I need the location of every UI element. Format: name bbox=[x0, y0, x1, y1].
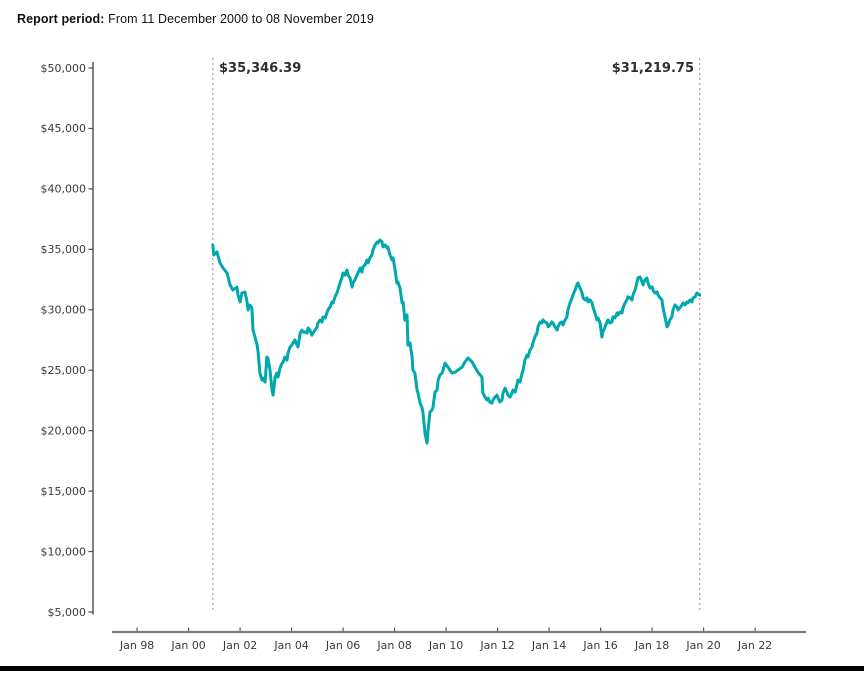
report-period-value: From 11 December 2000 to 08 November 201… bbox=[104, 12, 374, 26]
end-value-annotation: $31,219.75 bbox=[611, 61, 694, 76]
x-axis-label: Jan 02 bbox=[222, 639, 257, 652]
start-value-annotation: $35,346.39 bbox=[219, 61, 302, 76]
x-axis-label: Jan 20 bbox=[685, 639, 720, 652]
x-axis-label: Jan 98 bbox=[119, 639, 154, 652]
y-axis-label: $40,000 bbox=[41, 183, 87, 196]
y-axis-label: $30,000 bbox=[41, 304, 87, 317]
x-axis-label: Jan 14 bbox=[531, 639, 566, 652]
y-axis-label: $15,000 bbox=[41, 485, 87, 498]
x-axis-label: Jan 06 bbox=[325, 639, 360, 652]
y-axis-label: $25,000 bbox=[41, 364, 87, 377]
y-axis-label: $10,000 bbox=[41, 545, 87, 558]
y-axis-label: $50,000 bbox=[41, 62, 87, 75]
y-axis-label: $5,000 bbox=[48, 606, 87, 619]
y-axis-label: $35,000 bbox=[41, 243, 87, 256]
x-axis-label: Jan 10 bbox=[428, 639, 463, 652]
report-period: Report period: From 11 December 2000 to … bbox=[17, 12, 374, 26]
x-axis-label: Jan 04 bbox=[273, 639, 308, 652]
y-axis-label: $20,000 bbox=[41, 424, 87, 437]
y-axis-label: $45,000 bbox=[41, 122, 87, 135]
x-axis-label: Jan 16 bbox=[582, 639, 617, 652]
x-axis-label: Jan 22 bbox=[737, 639, 772, 652]
report-period-label: Report period: bbox=[17, 12, 105, 26]
x-axis-label: Jan 00 bbox=[170, 639, 205, 652]
x-axis-label: Jan 18 bbox=[634, 639, 669, 652]
bottom-divider bbox=[0, 666, 864, 671]
x-axis-label: Jan 12 bbox=[479, 639, 514, 652]
price-line bbox=[211, 238, 702, 445]
x-axis-label: Jan 08 bbox=[376, 639, 411, 652]
